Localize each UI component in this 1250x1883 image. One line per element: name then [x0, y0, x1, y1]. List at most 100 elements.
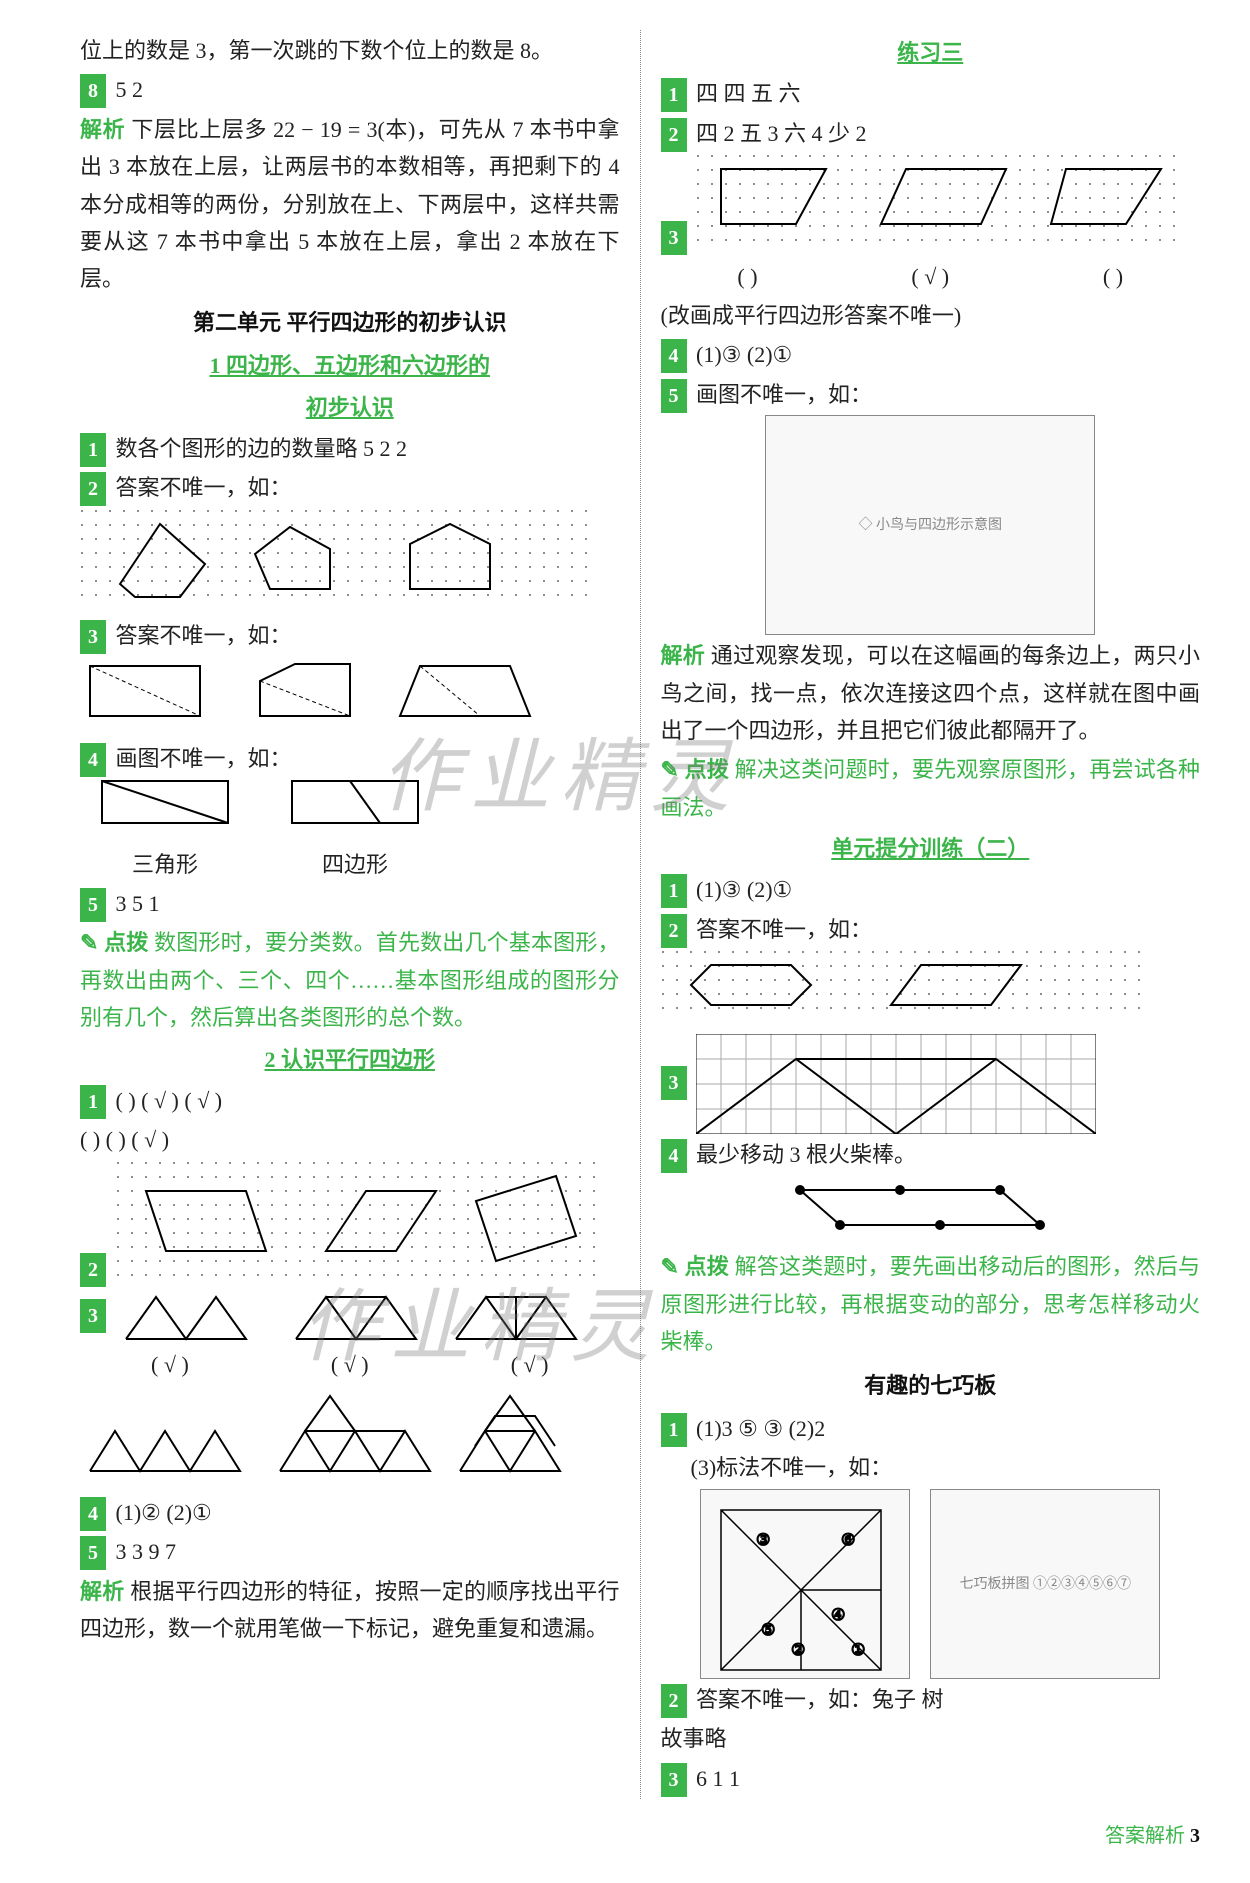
check-cell: ( ): [1103, 258, 1123, 295]
question-badge: 4: [661, 339, 687, 373]
text: 位上的数是 3，第一次跳的下数个位上的数是 8。: [80, 32, 620, 69]
svg-text:③: ③: [756, 1532, 770, 1549]
unit-heading: 第二单元 平行四边形的初步认识: [80, 304, 620, 341]
question-row: 4 画图不唯一，如：: [80, 740, 620, 777]
tip-label: 点拨: [104, 930, 148, 955]
matchstick-figure: [770, 1175, 1090, 1235]
question-badge: 4: [80, 1497, 106, 1531]
question-badge: 1: [80, 1085, 106, 1119]
figure-row: ③ ⑥ ⑤ ④ ① ② 七巧板拼图 ①②③④⑤⑥⑦: [661, 1489, 1201, 1679]
answer-text: (1)③ (2)①: [696, 342, 792, 367]
triangle-strip-figure: [116, 1289, 586, 1344]
svg-text:⑤: ⑤: [761, 1622, 775, 1639]
answer-text: 最少移动 3 根火柴棒。: [696, 1142, 916, 1167]
answer-text: (1)② (2)①: [116, 1500, 212, 1525]
analysis-text: 下层比上层多 22 − 19 = 3(本)，可先从 7 本书中拿出 3 本放在上…: [80, 117, 620, 292]
answer-row: (3)标法不唯一，如：: [661, 1449, 1201, 1486]
tip-label: 点拨: [685, 757, 729, 782]
answer-text: 3 3 9 7: [116, 1539, 177, 1564]
question-row: 3 答案不唯一，如：: [80, 617, 620, 654]
answer-text: 四 2 五 3 六 4 少 2: [696, 121, 867, 146]
page-footer: 答案解析 3: [80, 1819, 1200, 1853]
question-row: 3: [661, 154, 1201, 255]
analysis-label: 解析: [80, 117, 125, 142]
question-row: 2: [80, 1161, 620, 1287]
tip-block: ✎ 点拨 解决这类问题时，要先观察原图形，再尝试各种画法。: [661, 751, 1201, 826]
answer-text: 3 5 1: [116, 891, 160, 916]
question-row: 4 (1)② (2)①: [80, 1494, 620, 1531]
check-cell: ( √ ): [151, 1346, 189, 1383]
figure-row: [80, 1386, 620, 1492]
answer-text: 5 2: [116, 77, 144, 102]
answer-text: 答案不唯一，如：: [116, 623, 292, 648]
question-row: 2 答案不唯一，如：: [80, 469, 620, 506]
check-cell: ( √ ): [911, 258, 949, 295]
analysis-text: 通过观察发现，可以在这幅画的每条边上，两只小鸟之间，找一点，依次连接这四个点，这…: [661, 643, 1201, 743]
hex-quad-dotgrid-figure: [661, 950, 1141, 1020]
answer-row: 故事略: [661, 1720, 1201, 1757]
analysis-label: 解析: [80, 1579, 125, 1604]
pencil-icon: ✎: [80, 930, 104, 955]
question-badge: 2: [661, 1684, 687, 1718]
question-row: 4 最少移动 3 根火柴棒。: [661, 1136, 1201, 1173]
right-column: 练习三 1 四 四 五 六 2 四 2 五 3 六 4 少 2 3 ( ) ( …: [661, 30, 1201, 1799]
question-row: 1 四 四 五 六: [661, 75, 1201, 112]
note-text: (改画成平行四边形答案不唯一): [661, 297, 1201, 334]
shapes-dotgrid-figure: [696, 154, 1176, 244]
section-heading: 初步认识: [80, 389, 620, 426]
figure-row: 三角形 四边形: [80, 779, 620, 883]
question-row: 3: [80, 1289, 620, 1344]
tip-label: 点拨: [685, 1254, 729, 1279]
tangram-figure: ③ ⑥ ⑤ ④ ① ②: [700, 1489, 910, 1679]
figure-row: [661, 950, 1201, 1031]
question-badge: 2: [80, 472, 106, 506]
triangle-pyramid-figure: [80, 1386, 590, 1481]
answer-row: ( √ ) ( √ ) ( √ ): [80, 1346, 620, 1383]
column-divider: [640, 30, 641, 1799]
check-cell: ( √ ): [511, 1346, 549, 1383]
tip-text: 解决这类问题时，要先观察原图形，再尝试各种画法。: [661, 757, 1201, 819]
section-heading: 有趣的七巧板: [661, 1367, 1201, 1404]
question-badge: 8: [80, 74, 106, 108]
question-badge: 2: [661, 118, 687, 152]
question-row: 5 画图不唯一，如：: [661, 376, 1201, 413]
question-badge: 3: [661, 1763, 687, 1797]
answer-text: (1)③ (2)①: [696, 877, 792, 902]
section-heading: 单元提分训练（二）: [661, 830, 1201, 867]
analysis-text: 根据平行四边形的特征，按照一定的顺序找出平行四边形，数一个就用笔做一下标记，避免…: [80, 1579, 619, 1641]
left-column: 位上的数是 3，第一次跳的下数个位上的数是 8。 8 5 2 解析 下层比上层多…: [80, 30, 620, 1799]
shapes-dotgrid-figure: [80, 509, 590, 604]
parallelogram-dotgrid-figure: [116, 1161, 596, 1276]
question-badge: 3: [661, 1066, 687, 1100]
answer-text: 答案不唯一，如：: [116, 475, 292, 500]
question-badge: 5: [80, 888, 106, 922]
answer-text: 画图不唯一，如：: [696, 382, 872, 407]
page-container: 位上的数是 3，第一次跳的下数个位上的数是 8。 8 5 2 解析 下层比上层多…: [80, 30, 1200, 1799]
svg-text:④: ④: [831, 1607, 845, 1624]
birds-diamond-figure: ◇ 小鸟与四边形示意图: [765, 415, 1095, 635]
tip-block: ✎ 点拨 数图形时，要分类数。首先数出几个基本图形，再数出由两个、三个、四个………: [80, 924, 620, 1036]
answer-text: ( ) ( √ ) ( √ ): [116, 1088, 223, 1113]
figure-row: [80, 509, 620, 615]
question-badge: 2: [80, 1253, 106, 1287]
question-badge: 1: [661, 874, 687, 908]
question-badge: 4: [661, 1139, 687, 1173]
analysis-label: 解析: [661, 643, 706, 668]
question-badge: 5: [80, 1536, 106, 1570]
question-badge: 1: [661, 1413, 687, 1447]
answer-row: 8 5 2: [80, 71, 620, 108]
check-cell: ( ): [737, 258, 757, 295]
section-heading: 1 四边形、五边形和六边形的: [80, 347, 620, 384]
tip-text: 数图形时，要分类数。首先数出几个基本图形，再数出由两个、三个、四个……基本图形组…: [80, 930, 620, 1030]
figure-label: 三角形: [100, 846, 230, 883]
question-row: 2 答案不唯一，如：兔子 树: [661, 1681, 1201, 1718]
analysis-block: 解析 下层比上层多 22 − 19 = 3(本)，可先从 7 本书中拿出 3 本…: [80, 111, 620, 298]
question-badge: 4: [80, 743, 106, 777]
question-badge: 1: [80, 433, 106, 467]
svg-text:⑥: ⑥: [841, 1532, 855, 1549]
section-heading: 练习三: [661, 34, 1201, 71]
analysis-block: 解析 通过观察发现，可以在这幅画的每条边上，两只小鸟之间，找一点，依次连接这四个…: [661, 637, 1201, 749]
svg-text:①: ①: [851, 1642, 865, 1659]
question-row: 2 四 2 五 3 六 4 少 2: [661, 115, 1201, 152]
question-row: 1 (1)3 ⑤ ③ (2)2: [661, 1410, 1201, 1447]
